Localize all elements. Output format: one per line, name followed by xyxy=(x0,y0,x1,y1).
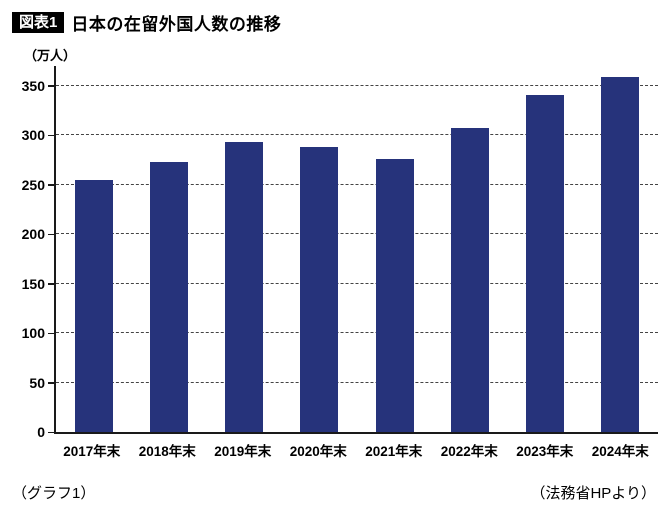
bar-column xyxy=(131,66,206,432)
y-tick-mark xyxy=(48,184,55,186)
x-tick-label: 2019年末 xyxy=(214,444,272,459)
gridline xyxy=(56,282,658,284)
caption-right: （法務省HPより） xyxy=(530,485,656,502)
caption-row: （グラフ1） （法務省HPより） xyxy=(10,482,658,503)
gridline xyxy=(56,233,658,235)
bar xyxy=(526,94,565,432)
y-tick-mark xyxy=(48,431,55,433)
bar xyxy=(149,161,188,432)
y-tick-label: 300 xyxy=(21,127,45,144)
plot-area xyxy=(48,66,658,434)
caption-left: （グラフ1） xyxy=(12,485,96,502)
bar-column xyxy=(56,66,131,432)
bar xyxy=(74,179,113,432)
bar xyxy=(601,76,640,432)
bar xyxy=(375,158,414,432)
bar-column xyxy=(357,66,432,432)
y-tick-mark xyxy=(48,332,55,335)
plot-outer: 2017年末 2018年末 2019年末 2020年末 2021年末 2022年末 2023… xyxy=(48,66,658,460)
gridline xyxy=(56,183,658,185)
x-tick-label: 2022年末 xyxy=(440,444,498,459)
bar-column xyxy=(282,66,357,432)
bar-column xyxy=(207,66,282,432)
y-tick-label: 150 xyxy=(21,275,45,292)
y-tick-mark xyxy=(48,85,55,87)
y-tick-label: 200 xyxy=(21,226,45,243)
y-tick-label: 250 xyxy=(21,176,45,193)
y-tick-mark xyxy=(48,134,55,137)
gridline xyxy=(56,381,658,383)
y-axis-labels: 0 50 100 150 200 250 300 350 xyxy=(10,66,54,439)
bar xyxy=(300,147,339,432)
y-tick-mark xyxy=(48,382,55,384)
bar-column xyxy=(432,66,507,432)
y-tick-mark xyxy=(48,283,55,285)
page-title: 日本の在留外国人数の推移 xyxy=(71,15,282,34)
y-tick-mark xyxy=(48,233,55,236)
bar-chart: 0 50 100 150 200 250 300 350 2017年末 2018年末 2019年末… xyxy=(10,66,658,460)
y-tick-label: 0 xyxy=(37,424,45,440)
figure-badge: 図表1 xyxy=(12,12,65,33)
y-tick-label: 350 xyxy=(21,77,45,94)
gridline xyxy=(56,134,658,136)
chart-header: 図表1 日本の在留外国人数の推移 xyxy=(12,10,658,35)
x-axis-labels: 2017年末 2018年末 2019年末 2020年末 2021年末 2022年末 2023… xyxy=(54,440,658,460)
x-tick-label: 2018年末 xyxy=(138,444,196,459)
gridline xyxy=(56,332,658,334)
x-tick-label: 2021年末 xyxy=(365,444,423,459)
gridline xyxy=(56,84,658,86)
bar xyxy=(225,142,264,432)
x-tick-label: 2024年末 xyxy=(591,444,649,459)
y-tick-label: 50 xyxy=(29,374,45,391)
x-tick-label: 2017年末 xyxy=(63,444,121,459)
y-axis-unit-label: （万人） xyxy=(24,48,77,63)
y-tick-label: 100 xyxy=(21,325,45,342)
bar-column xyxy=(583,66,658,432)
bar-column xyxy=(508,66,583,432)
x-tick-label: 2020年末 xyxy=(289,444,347,459)
bar xyxy=(450,128,489,432)
x-tick-label: 2023年末 xyxy=(516,444,574,459)
